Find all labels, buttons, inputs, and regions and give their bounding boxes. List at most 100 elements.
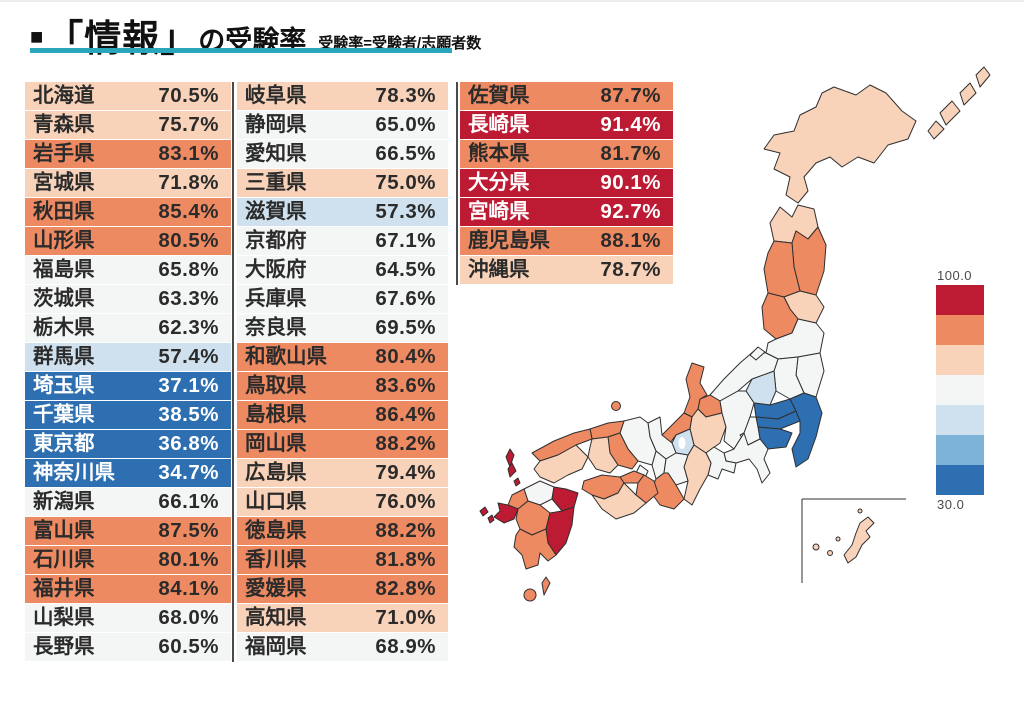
map-island[interactable] [505, 448, 515, 468]
map-island[interactable] [857, 508, 863, 514]
title-subject: 「情報」 [46, 18, 199, 59]
map-prefecture[interactable] [513, 528, 557, 570]
map-island[interactable] [939, 100, 961, 126]
prefecture-value: 75.7% [158, 113, 219, 136]
prefecture-value: 80.5% [158, 229, 219, 252]
prefecture-value: 37.1% [158, 374, 219, 397]
map-island[interactable] [749, 346, 766, 361]
map-prefecture[interactable] [843, 516, 875, 564]
prefecture-name: 岩手県 [33, 142, 95, 165]
prefecture-value: 83.1% [158, 142, 219, 165]
map-prefecture[interactable] [763, 84, 917, 204]
prefecture-value: 36.8% [158, 432, 219, 455]
okinawa-inset-border [801, 498, 906, 583]
prefecture-name: 兵庫県 [245, 287, 307, 310]
prefecture-value: 70.5% [158, 84, 219, 107]
table-row: 青森県 75.7% [25, 111, 231, 139]
prefecture-name: 熊本県 [468, 142, 530, 165]
prefecture-name: 埼玉県 [33, 374, 95, 397]
table-row: 三重県 75.0% [237, 169, 448, 197]
map-island[interactable] [479, 506, 489, 517]
prefecture-name: 岐阜県 [245, 84, 307, 107]
map-island[interactable] [927, 120, 945, 140]
map-prefecture[interactable] [789, 392, 823, 468]
table-row: 佐賀県 87.7% [460, 82, 673, 110]
table-row: 愛知県 66.5% [237, 140, 448, 168]
table-row: 新潟県 66.1% [25, 488, 231, 516]
map-island[interactable] [541, 576, 551, 596]
table-row: 富山県 87.5% [25, 517, 231, 545]
prefecture-value: 87.5% [158, 519, 219, 542]
table-row: 山梨県 68.0% [25, 604, 231, 632]
prefecture-value: 66.1% [158, 490, 219, 513]
prefecture-name: 大分県 [468, 171, 530, 194]
color-scale-legend: 100.0 30.0 [936, 268, 988, 512]
prefecture-value: 69.5% [375, 316, 436, 339]
table-row: 広島県 79.4% [237, 459, 448, 487]
map-island[interactable] [507, 462, 517, 478]
map-island[interactable] [513, 477, 521, 487]
prefecture-name: 長崎県 [468, 113, 530, 136]
table-row: 奈良県 69.5% [237, 314, 448, 342]
map-island[interactable] [812, 543, 820, 551]
prefecture-value: 65.0% [375, 113, 436, 136]
table-row: 宮崎県 92.7% [460, 198, 673, 226]
prefecture-value: 68.9% [375, 635, 436, 658]
prefecture-value: 75.0% [375, 171, 436, 194]
table-row: 鳥取県 83.6% [237, 372, 448, 400]
table-row: 山口県 76.0% [237, 488, 448, 516]
prefecture-table-column-1: 北海道 70.5% 青森県 75.7% 岩手県 83.1% 宮城県 71.8% 秋田県 85.4%… [25, 82, 231, 662]
prefecture-value: 85.4% [158, 200, 219, 223]
map-prefecture[interactable] [587, 436, 619, 474]
map-island[interactable] [959, 82, 977, 106]
map-island[interactable] [835, 536, 841, 542]
legend-color-block [936, 315, 984, 345]
table-row: 島根県 86.4% [237, 401, 448, 429]
prefecture-name: 石川県 [33, 548, 95, 571]
table-row: 石川県 80.1% [25, 546, 231, 574]
prefecture-name: 宮崎県 [468, 200, 530, 223]
prefecture-name: 新潟県 [33, 490, 95, 513]
prefecture-value: 80.4% [375, 345, 436, 368]
prefecture-name: 福岡県 [245, 635, 307, 658]
prefecture-value: 87.7% [600, 84, 661, 107]
prefecture-name: 滋賀県 [245, 200, 307, 223]
table-row: 愛媛県 82.8% [237, 575, 448, 603]
title-underline [30, 48, 452, 53]
prefecture-value: 66.5% [375, 142, 436, 165]
map-island[interactable] [487, 514, 495, 524]
japan-choropleth-map [479, 66, 991, 602]
legend-color-block [936, 285, 984, 315]
page-title: ■ 「情報」 の受験率 受験率=受験者/志願者数 [30, 8, 481, 62]
prefecture-value: 57.3% [375, 200, 436, 223]
map-island[interactable] [975, 66, 991, 88]
map-prefecture[interactable] [533, 444, 589, 484]
prefecture-value: 71.0% [375, 606, 436, 629]
table-row: 高知県 71.0% [237, 604, 448, 632]
prefecture-table-column-2: 岐阜県 78.3% 静岡県 65.0% 愛知県 66.5% 三重県 75.0% 滋賀県 57.3%… [237, 82, 448, 662]
map-island[interactable] [827, 550, 833, 556]
table-row: 宮城県 71.8% [25, 169, 231, 197]
prefecture-value: 57.4% [158, 345, 219, 368]
map-prefecture[interactable] [493, 502, 519, 524]
prefecture-name: 奈良県 [245, 316, 307, 339]
table-row: 東京都 36.8% [25, 430, 231, 458]
prefecture-name: 山形県 [33, 229, 95, 252]
map-prefecture[interactable] [591, 482, 647, 520]
table-row: 岡山県 88.2% [237, 430, 448, 458]
prefecture-name: 沖縄県 [468, 258, 530, 281]
table-row: 静岡県 65.0% [237, 111, 448, 139]
prefecture-name: 福島県 [33, 258, 95, 281]
title-formula-note: 受験率=受験者/志願者数 [318, 34, 482, 52]
map-island[interactable] [611, 401, 621, 411]
table-row: 兵庫県 67.6% [237, 285, 448, 313]
prefecture-name: 大阪府 [245, 258, 307, 281]
table-row: 和歌山県 80.4% [237, 343, 448, 371]
map-prefecture[interactable] [723, 432, 771, 484]
prefecture-value: 67.6% [375, 287, 436, 310]
prefecture-value: 92.7% [600, 200, 661, 223]
prefecture-name: 三重県 [245, 171, 307, 194]
map-island[interactable] [523, 588, 537, 602]
prefecture-value: 76.0% [375, 490, 436, 513]
